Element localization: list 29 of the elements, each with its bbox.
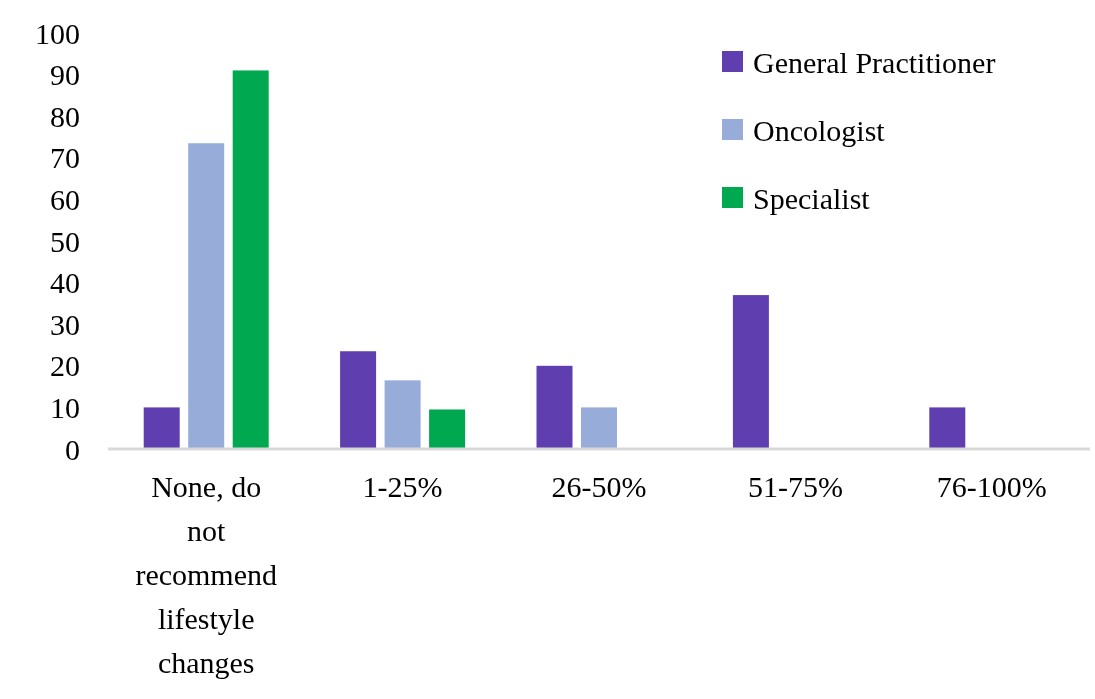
legend-label: General Practitioner bbox=[753, 45, 996, 79]
legend-label: Oncologist bbox=[753, 113, 886, 147]
bar bbox=[384, 380, 421, 449]
x-tick-label: 1-25% bbox=[362, 470, 443, 503]
y-tick-label: 50 bbox=[50, 224, 80, 258]
x-tick-label: 51-75% bbox=[747, 470, 843, 503]
x-tick-label: None, do not recommend lifestyle changes bbox=[135, 470, 277, 679]
y-tick-label: 30 bbox=[50, 307, 80, 341]
y-tick-label: 20 bbox=[50, 349, 80, 383]
bar bbox=[188, 143, 225, 449]
bar bbox=[429, 409, 466, 449]
legend-label: Specialist bbox=[753, 181, 871, 215]
y-tick-label: 40 bbox=[50, 266, 80, 300]
bar bbox=[929, 407, 966, 449]
y-tick-label: 0 bbox=[65, 432, 80, 466]
x-tick-label: 26-50% bbox=[551, 470, 647, 503]
bar bbox=[232, 70, 269, 449]
bar bbox=[732, 295, 769, 449]
y-tick-label: 70 bbox=[50, 141, 80, 175]
y-tick-label: 10 bbox=[50, 390, 80, 424]
y-tick-label: 90 bbox=[50, 58, 80, 92]
bar bbox=[581, 407, 617, 449]
bar bbox=[340, 351, 377, 449]
y-tick-label: 80 bbox=[50, 99, 80, 133]
y-tick-label: 100 bbox=[35, 16, 80, 50]
x-tick-label: 76-100% bbox=[936, 470, 1047, 503]
bar bbox=[536, 365, 573, 449]
y-tick-label: 60 bbox=[50, 182, 80, 216]
bar bbox=[143, 407, 180, 449]
